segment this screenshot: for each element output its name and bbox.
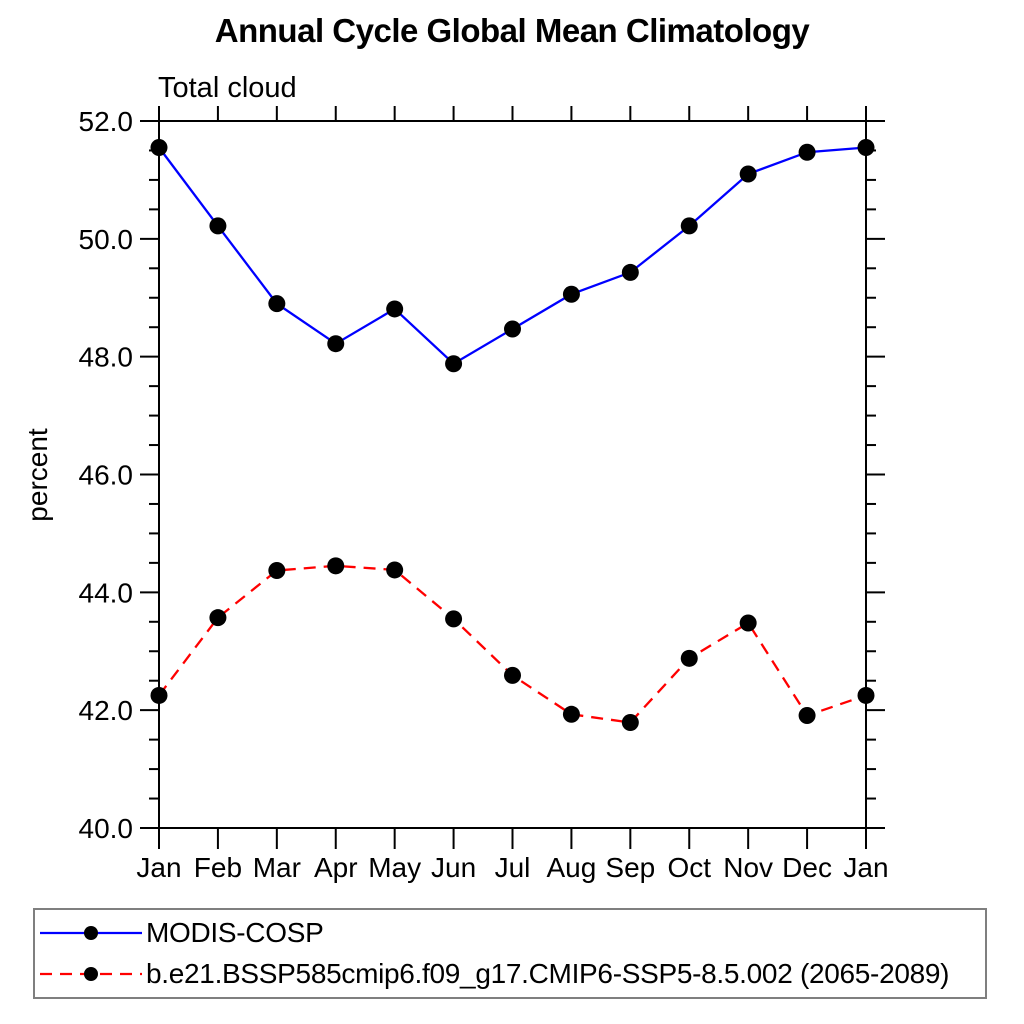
x-tick-label: Jul [495, 852, 531, 883]
data-point-marker [621, 263, 639, 281]
data-point-marker [209, 217, 227, 235]
data-point-marker [798, 706, 816, 724]
y-tick-label: 50.0 [79, 224, 134, 255]
x-tick-label: Oct [667, 852, 711, 883]
data-point-marker [504, 666, 521, 684]
y-tick-labels: 40.0 42.0 44.0 46.0 48.0 50.0 52.0 [79, 106, 134, 844]
data-point-marker [621, 714, 639, 732]
legend-item-1: b.e21.BSSP585cmip6.f09_g17.CMIP6-SSP5-8.… [38, 954, 985, 995]
x-tick-label: Mar [253, 852, 301, 883]
data-point-marker [680, 217, 698, 235]
data-point-marker [268, 562, 286, 580]
legend-item-0: MODIS-COSP [38, 913, 985, 954]
x-tick-label: Sep [605, 852, 655, 883]
y-tick-label: 40.0 [79, 813, 134, 844]
x-tick-label: Jan [843, 852, 888, 883]
x-tick-label: Apr [314, 852, 358, 883]
plot-frame [158, 120, 867, 829]
x-tick-label: Aug [547, 852, 597, 883]
data-point-marker [386, 300, 404, 318]
y-tick-label: 52.0 [79, 106, 134, 137]
data-point-marker [562, 705, 580, 723]
data-point-marker [268, 295, 286, 313]
x-tick-label: Dec [782, 852, 832, 883]
data-point-marker [386, 561, 404, 579]
data-point-marker [739, 165, 757, 183]
series-markers-0 [150, 139, 875, 373]
legend-line-sample-1 [40, 967, 142, 981]
data-point-marker [209, 609, 227, 627]
plot-area: Jan Feb Mar Apr May Jun Jul Aug Sep Oct Nov Dec Jan4… [79, 106, 889, 883]
x-tick-label: Nov [723, 852, 773, 883]
legend-marker [84, 926, 98, 940]
y-tick-label: 44.0 [79, 577, 134, 608]
data-point-marker [562, 285, 580, 303]
chart-title: Annual Cycle Global Mean Climatology [214, 12, 810, 49]
x-tick-label: Jun [431, 852, 476, 883]
series-markers-1 [150, 557, 875, 732]
legend-label-1: b.e21.BSSP585cmip6.f09_g17.CMIP6-SSP5-8.… [146, 958, 950, 989]
data-point-marker [739, 614, 757, 632]
x-axis [158, 106, 867, 849]
data-point-marker [327, 335, 345, 353]
y-tick-label: 46.0 [79, 460, 134, 491]
data-point-marker [857, 139, 875, 157]
series-line-1 [158, 564, 867, 724]
y-tick-label: 42.0 [79, 695, 134, 726]
y-axis [140, 120, 885, 829]
data-point-marker [150, 686, 168, 704]
data-point-marker [445, 355, 463, 373]
chart-subtitle: Total cloud [158, 72, 297, 104]
x-tick-label: May [368, 852, 421, 883]
y-tick-label: 48.0 [79, 342, 134, 373]
data-point-marker [327, 557, 345, 575]
legend-box: MODIS-COSP b.e21.BSSP585cmip6.f09_g17.CM… [33, 908, 987, 999]
x-tick-labels: Jan Feb Mar Apr May Jun Jul Aug Sep Oct Nov Dec Jan [136, 852, 888, 883]
data-point-marker [798, 143, 816, 161]
x-tick-label: Feb [194, 852, 242, 883]
data-point-marker [445, 610, 463, 628]
data-point-marker [504, 320, 521, 338]
data-point-marker [680, 649, 698, 667]
legend-label-0: MODIS-COSP [146, 917, 324, 948]
legend-line-sample-0 [40, 926, 142, 940]
x-tick-label: Jan [136, 852, 181, 883]
legend-marker [84, 967, 98, 981]
data-point-marker [857, 686, 875, 704]
data-point-marker [150, 139, 168, 157]
